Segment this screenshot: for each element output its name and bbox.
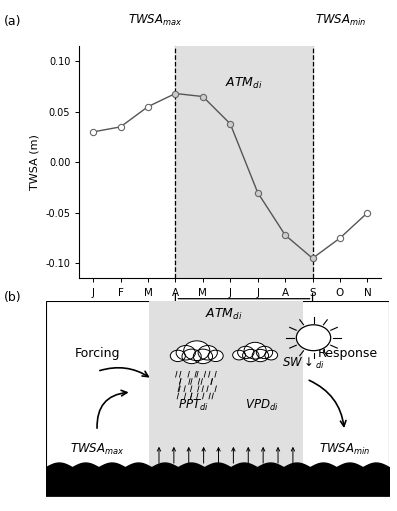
Circle shape <box>193 349 212 364</box>
Circle shape <box>238 346 254 359</box>
Text: $\mathit{PPT_{di}}$: $\mathit{PPT_{di}}$ <box>178 398 209 412</box>
Text: Response: Response <box>318 347 378 360</box>
Text: (a): (a) <box>4 15 21 28</box>
Circle shape <box>208 350 223 362</box>
Circle shape <box>170 350 185 362</box>
Text: $\mathit{TWSA_{min}}$: $\mathit{TWSA_{min}}$ <box>315 13 366 28</box>
Circle shape <box>244 342 266 359</box>
Circle shape <box>184 341 210 361</box>
Bar <box>175 46 312 278</box>
Text: $\mathit{ATM_{di}}$: $\mathit{ATM_{di}}$ <box>205 307 243 322</box>
Circle shape <box>176 345 195 360</box>
Text: $\mathit{TWSA_{max}}$: $\mathit{TWSA_{max}}$ <box>128 13 183 28</box>
Bar <box>148 301 303 496</box>
Circle shape <box>296 325 331 351</box>
Y-axis label: TWSA (m): TWSA (m) <box>30 134 40 190</box>
Circle shape <box>198 345 218 360</box>
Text: $\mathit{VPD_{di}}$: $\mathit{VPD_{di}}$ <box>245 398 279 412</box>
Circle shape <box>265 350 278 360</box>
Text: $\mathit{SW{\downarrow}_{di}}$: $\mathit{SW{\downarrow}_{di}}$ <box>281 356 325 371</box>
Text: (b): (b) <box>4 291 21 304</box>
Circle shape <box>256 346 273 359</box>
Circle shape <box>243 350 259 362</box>
Text: $\mathit{ATM_{di}}$: $\mathit{ATM_{di}}$ <box>225 76 263 91</box>
Text: Forcing: Forcing <box>74 347 120 360</box>
Text: Drawdown interval: Drawdown interval <box>191 319 297 329</box>
Circle shape <box>252 350 268 362</box>
Circle shape <box>182 349 201 364</box>
Text: $\mathit{TWSA_{min}}$: $\mathit{TWSA_{min}}$ <box>319 442 370 457</box>
Text: $\mathit{TWSA_{max}}$: $\mathit{TWSA_{max}}$ <box>70 442 124 457</box>
Circle shape <box>233 350 245 360</box>
